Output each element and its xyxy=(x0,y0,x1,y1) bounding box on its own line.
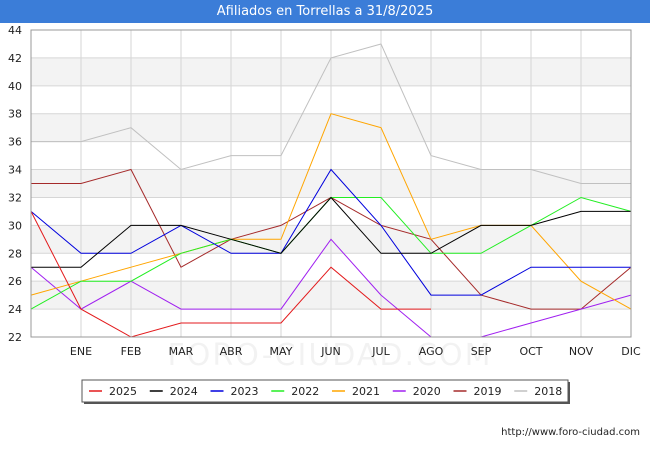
legend-label-2023: 2023 xyxy=(231,385,259,398)
legend-label-2021: 2021 xyxy=(352,385,380,398)
watermark: FORO-CIUDAD.COM xyxy=(168,338,493,373)
y-tick-label: 34 xyxy=(8,164,22,177)
x-tick-label: ENE xyxy=(70,345,92,358)
series-line-2025 xyxy=(30,211,431,338)
x-tick-label: ABR xyxy=(220,345,243,358)
legend-label-2024: 2024 xyxy=(170,385,198,398)
y-tick-label: 26 xyxy=(8,275,22,288)
x-tick-label: MAY xyxy=(270,345,293,358)
y-tick-label: 44 xyxy=(8,24,22,37)
plot-frame xyxy=(30,29,632,338)
legend-label-2022: 2022 xyxy=(291,385,319,398)
series-line-2018 xyxy=(31,43,631,184)
x-tick-label: JUN xyxy=(320,345,341,358)
x-tick-label: JUL xyxy=(371,345,390,358)
y-tick-label: 32 xyxy=(8,191,22,204)
x-tick-label: FEB xyxy=(121,345,142,358)
legend-label-2018: 2018 xyxy=(534,385,562,398)
series-lines xyxy=(30,43,632,338)
y-tick-label: 36 xyxy=(8,136,22,149)
line-chart: FORO-CIUDAD.COM 22 24 26 28 30 32 34 36 38 40 42 44… xyxy=(8,24,641,404)
y-tick-label: 22 xyxy=(8,331,22,344)
chart-title: Afiliados en Torrellas a 31/8/2025 xyxy=(0,0,650,23)
y-tick-label: 42 xyxy=(8,52,22,65)
legend-label-2019: 2019 xyxy=(474,385,502,398)
x-tick-label: NOV xyxy=(569,345,594,358)
y-tick-label: 30 xyxy=(8,219,22,232)
x-tick-label: SEP xyxy=(471,345,492,358)
x-tick-label: OCT xyxy=(519,345,542,358)
series-line-2023 xyxy=(30,168,631,296)
x-tick-label: DIC xyxy=(621,345,641,358)
y-tick-label: 24 xyxy=(8,303,22,316)
series-line-2024 xyxy=(31,196,631,268)
legend-box xyxy=(81,379,569,403)
x-tick-label: AGO xyxy=(419,345,444,358)
legend: 2025 2024 2023 2022 2021 2020 2019 2018 xyxy=(81,379,570,404)
legend-label-2020: 2020 xyxy=(413,385,441,398)
y-tick-label: 40 xyxy=(8,80,22,93)
x-tick-label: MAR xyxy=(169,345,194,358)
y-tick-label: 38 xyxy=(8,108,22,121)
x-axis-ticks: ENE FEB MAR ABR MAY JUN JUL AGO SEP OCT NOV DIC xyxy=(70,345,641,358)
legend-label-2025: 2025 xyxy=(109,385,137,398)
y-axis-ticks: 22 24 26 28 30 32 34 36 38 40 42 44 xyxy=(8,24,22,344)
source-url: http://www.foro-ciudad.com xyxy=(501,427,640,438)
y-tick-label: 28 xyxy=(8,247,22,260)
